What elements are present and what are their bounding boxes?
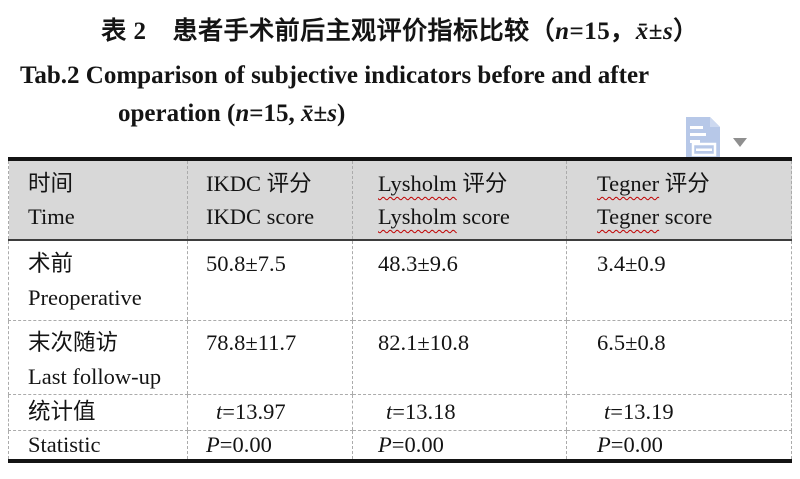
- cell-preop-ikdc: 50.8±7.5: [187, 240, 353, 321]
- closing-paren: ）: [673, 18, 699, 45]
- cell-preop-label: 术前 Preoperative: [8, 240, 188, 321]
- cell-stat-label-en: Statistic: [8, 430, 188, 461]
- cell-preop-lysholm: 48.3±9.6: [352, 240, 567, 321]
- header-row: 时间 Time IKDC 评分 IKDC score Lysholm 评分 Ly…: [8, 159, 792, 241]
- cell-t-lysholm: t=13.18: [352, 394, 567, 431]
- cell-p-lysholm: P=0.00: [352, 430, 567, 461]
- table-title-en-line2: operation (n=15, x̄±s): [118, 100, 346, 127]
- table-title-zh: 表 2 患者手术前后主观评价指标比较（n=15，x̄±s）: [0, 11, 800, 47]
- cell-t-tegner: t=13.19: [566, 394, 792, 431]
- row-last-follow-up: 末次随访 Last follow-up 78.8±11.7 82.1±10.8 …: [8, 320, 792, 395]
- cell-t-ikdc: t=13.97: [187, 394, 353, 431]
- n-value: =15，: [569, 18, 636, 45]
- subjective-indicators-table: 时间 Time IKDC 评分 IKDC score Lysholm 评分 Ly…: [8, 157, 792, 463]
- cell-followup-ikdc: 78.8±11.7: [187, 320, 353, 395]
- row-preoperative: 术前 Preoperative 50.8±7.5 48.3±9.6 3.4±0.…: [8, 240, 792, 321]
- cell-preop-tegner: 3.4±0.9: [566, 240, 792, 321]
- dropdown-arrow-icon[interactable]: [733, 138, 747, 147]
- xbar-s-symbol: x̄±s: [635, 18, 674, 45]
- table-number-zh: 表 2: [101, 18, 147, 45]
- n-symbol: n: [555, 18, 570, 45]
- cell-p-tegner: P=0.00: [566, 430, 792, 461]
- cell-followup-lysholm: 82.1±10.8: [352, 320, 567, 395]
- paste-options-button[interactable]: [681, 114, 753, 164]
- cell-stat-label-zh: 统计值: [8, 394, 188, 431]
- table-title-en: Tab.2 Comparison of subjective indicator…: [20, 57, 800, 133]
- header-time: 时间 Time: [8, 159, 188, 241]
- row-statistic-t: 统计值 t=13.97 t=13.18 t=13.19: [8, 394, 792, 431]
- xbar-s-symbol: x̄±s: [294, 100, 337, 127]
- table-title-zh-text: 患者手术前后主观评价指标比较（: [172, 18, 556, 45]
- cell-p-ikdc: P=0.00: [187, 430, 353, 461]
- header-lysholm-score: Lysholm 评分 Lysholm score: [352, 159, 567, 241]
- paste-options-icon: [686, 117, 720, 160]
- cell-followup-tegner: 6.5±0.8: [566, 320, 792, 395]
- header-tegner-score: Tegner 评分 Tegner score: [566, 159, 792, 241]
- n-symbol: n: [235, 100, 250, 127]
- row-statistic-p: Statistic P=0.00 P=0.00 P=0.00: [8, 430, 792, 461]
- header-ikdc-score: IKDC 评分 IKDC score: [187, 159, 353, 241]
- cell-followup-label: 末次随访 Last follow-up: [8, 320, 188, 395]
- table-title-en-line1: Tab.2 Comparison of subjective indicator…: [20, 62, 650, 89]
